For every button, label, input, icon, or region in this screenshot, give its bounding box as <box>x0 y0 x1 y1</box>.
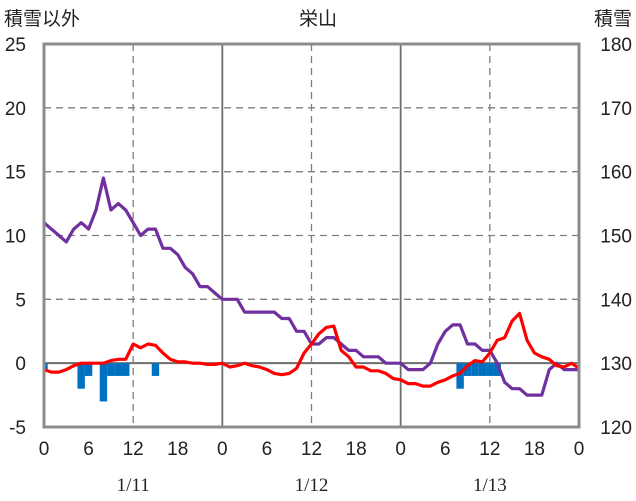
x-tick-label: 12 <box>479 439 500 460</box>
right-tick-label: 120 <box>600 418 632 439</box>
left-tick-label: 25 <box>5 35 26 56</box>
bar <box>114 363 123 376</box>
bar <box>151 363 160 376</box>
bar <box>84 363 93 376</box>
left-tick-label: 10 <box>5 227 26 248</box>
left-tick-label: 5 <box>15 290 26 311</box>
date-labels: 1/11 1/12 1/13 <box>117 475 507 496</box>
precipitation-bars <box>44 363 501 402</box>
right-tick-label: 140 <box>600 290 632 311</box>
date-label: 1/13 <box>473 475 507 496</box>
bar <box>493 363 501 376</box>
right-tick-label: 130 <box>600 354 632 375</box>
x-tick-label: 0 <box>574 439 585 460</box>
x-tick-label: 18 <box>346 439 367 460</box>
x-tick-label: 12 <box>301 439 322 460</box>
x-tick-label: 0 <box>395 439 406 460</box>
bar <box>456 363 464 389</box>
bar <box>44 363 48 370</box>
left-axis-label: 積雪以外 <box>4 8 80 30</box>
bar <box>107 363 115 376</box>
x-tick-label: 12 <box>123 439 144 460</box>
left-tick-label: 15 <box>5 163 26 184</box>
series-line-temperature <box>43 311 580 388</box>
series-lines <box>42 176 580 397</box>
bar <box>478 363 487 376</box>
x-tick-label: 0 <box>217 439 228 460</box>
right-tick-label: 180 <box>600 35 632 56</box>
right-tick-label: 170 <box>600 99 632 120</box>
bar <box>122 363 130 376</box>
date-label: 1/12 <box>295 475 329 496</box>
right-axis-label: 積雪 <box>594 8 632 30</box>
plot-frame <box>42 42 581 429</box>
right-tick-label: 160 <box>600 163 632 184</box>
right-axis-ticks: 120 130 140 150 160 170 180 <box>600 35 632 439</box>
left-tick-label: 20 <box>5 99 26 120</box>
left-tick-label: -5 <box>9 418 26 439</box>
date-label: 1/11 <box>117 475 150 496</box>
x-tick-label: 6 <box>262 439 273 460</box>
bar <box>486 363 494 376</box>
right-tick-label: 150 <box>600 227 632 248</box>
bar <box>471 363 479 376</box>
x-tick-label: 6 <box>83 439 94 460</box>
left-axis-ticks: -5 0 5 10 15 20 25 <box>5 35 26 439</box>
x-tick-label: 18 <box>167 439 188 460</box>
left-tick-label: 0 <box>15 354 26 375</box>
x-tick-label: 18 <box>524 439 545 460</box>
chart-title: 栄山 <box>299 8 337 30</box>
x-tick-label: 0 <box>39 439 50 460</box>
x-tick-label: 6 <box>440 439 451 460</box>
bar <box>463 363 472 376</box>
x-axis-ticks: 0 6 12 18 0 6 12 18 0 6 12 18 0 <box>39 439 585 460</box>
bar <box>99 363 108 402</box>
bar <box>77 363 85 389</box>
